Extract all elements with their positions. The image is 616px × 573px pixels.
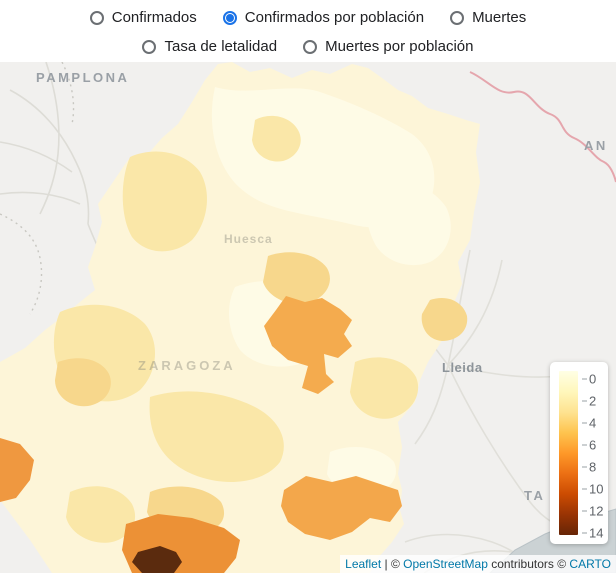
legend-ticks: 0 2 4 6 8 10 12 14 xyxy=(582,371,603,540)
radio-icon[interactable] xyxy=(89,11,104,25)
legend-tick: 2 xyxy=(582,395,596,408)
radio-label: Muertes por población xyxy=(325,37,474,55)
legend-tick: 12 xyxy=(582,505,603,518)
radio-option-tasa-de-letalidad[interactable]: Tasa de letalidad xyxy=(142,38,277,56)
radio-icon[interactable] xyxy=(142,39,157,54)
radio-icon[interactable] xyxy=(450,11,465,25)
radio-label: Confirmados xyxy=(111,9,197,26)
choropleth-layer xyxy=(0,62,616,573)
radio-option-confirmados[interactable]: Confirmados xyxy=(89,9,197,27)
attribution-text: | © xyxy=(381,557,404,571)
attribution-text: contributors © xyxy=(487,557,570,571)
international-border-line xyxy=(469,71,616,183)
leaflet-link[interactable]: Leaflet xyxy=(345,557,382,571)
legend-gradient-bar xyxy=(559,371,578,535)
legend-tick: 4 xyxy=(582,417,596,430)
carto-link[interactable]: CARTO xyxy=(569,557,611,571)
legend-tick: 6 xyxy=(582,439,596,452)
radio-icon-selected[interactable] xyxy=(222,11,237,25)
map-attribution: Leaflet | © OpenStreetMap contributors ©… xyxy=(340,555,616,573)
legend-tick: 0 xyxy=(582,373,596,386)
aragon-choropleth xyxy=(0,62,480,573)
radio-icon[interactable] xyxy=(303,39,318,54)
admin-boundary-lines xyxy=(0,62,75,315)
radio-label: Confirmados por población xyxy=(244,9,425,26)
legend-tick: 10 xyxy=(582,483,603,496)
metric-radio-group: Confirmados Confirmados por población Mu… xyxy=(0,0,616,62)
openstreetmap-link[interactable]: OpenStreetMap xyxy=(403,557,488,571)
radio-option-muertes[interactable]: Muertes xyxy=(450,9,526,27)
legend-tick: 8 xyxy=(582,461,596,474)
radio-option-muertes-por-poblacion[interactable]: Muertes por población xyxy=(303,37,474,56)
legend-tick: 14 xyxy=(582,527,603,540)
color-scale-legend: 0 2 4 6 8 10 12 14 xyxy=(550,362,608,544)
basemap-roads xyxy=(0,62,113,269)
radio-label: Muertes xyxy=(472,9,527,26)
radio-option-confirmados-por-poblacion[interactable]: Confirmados por población xyxy=(222,9,425,27)
leaflet-map-canvas[interactable]: PAMPLONA Huesca ZARAGOZA Lleida AN TA 0 … xyxy=(0,62,616,573)
radio-label: Tasa de letalidad xyxy=(164,37,278,55)
